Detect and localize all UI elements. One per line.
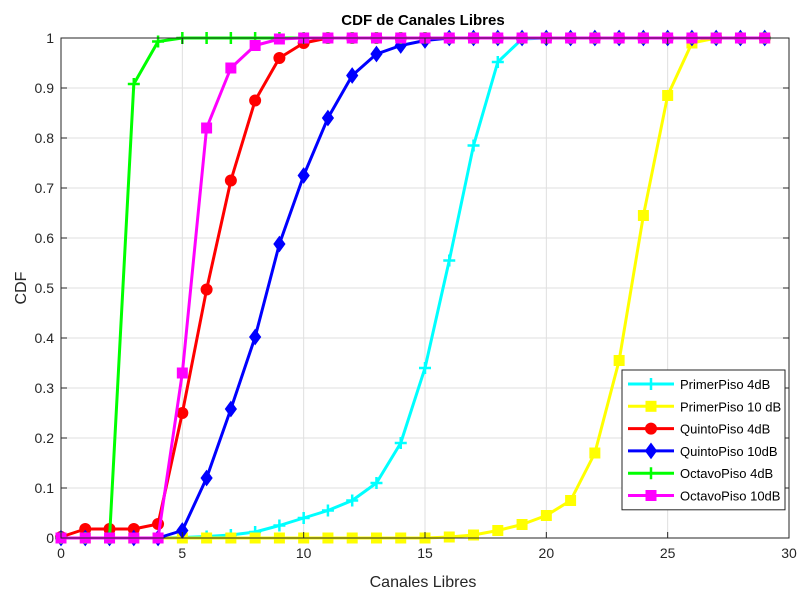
data-point bbox=[200, 469, 213, 487]
y-tick-label: 0.2 bbox=[35, 430, 55, 446]
data-point bbox=[419, 362, 431, 374]
data-point bbox=[443, 531, 455, 543]
data-point bbox=[225, 62, 237, 74]
data-point bbox=[540, 510, 552, 521]
x-tick-label: 5 bbox=[178, 545, 186, 561]
legend-label: QuintoPiso 10dB bbox=[680, 444, 778, 459]
x-tick-label: 0 bbox=[57, 545, 65, 561]
data-point bbox=[467, 139, 480, 152]
data-point bbox=[224, 174, 237, 187]
legend-label: PrimerPiso 10 dB bbox=[680, 399, 781, 414]
data-point bbox=[565, 495, 577, 506]
data-point bbox=[662, 90, 674, 101]
data-point bbox=[273, 519, 286, 532]
data-point bbox=[346, 67, 359, 84]
data-point bbox=[613, 355, 625, 366]
legend-marker bbox=[645, 400, 657, 412]
data-point bbox=[443, 254, 456, 267]
y-tick-label: 0.4 bbox=[35, 330, 55, 346]
data-point bbox=[224, 400, 237, 418]
data-point bbox=[249, 328, 262, 346]
data-point bbox=[394, 437, 407, 449]
data-point bbox=[346, 494, 359, 507]
y-axis-label: CDF bbox=[13, 271, 30, 304]
legend: PrimerPiso 4dB PrimerPiso 10 dB QuintoPiso… bbox=[621, 369, 786, 511]
legend-entry: OctavoPiso 10dB bbox=[628, 489, 780, 504]
chart-title: CDF de Canales Libres bbox=[341, 12, 504, 29]
data-point bbox=[492, 525, 504, 536]
data-point bbox=[468, 529, 480, 541]
y-tick-label: 0.9 bbox=[35, 80, 55, 96]
data-point bbox=[491, 56, 504, 68]
legend-marker bbox=[645, 490, 657, 501]
x-tick-label: 10 bbox=[296, 545, 312, 561]
legend-entry: QuintoPiso 10dB bbox=[628, 442, 778, 460]
y-tick-label: 0.8 bbox=[35, 130, 55, 146]
data-point bbox=[370, 45, 383, 63]
x-axis-label: Canales Libres bbox=[370, 574, 477, 591]
y-tick-label: 0.5 bbox=[35, 280, 55, 296]
x-tick-label: 20 bbox=[539, 545, 555, 561]
data-point bbox=[201, 122, 213, 134]
legend-marker bbox=[644, 442, 658, 460]
data-point bbox=[589, 447, 601, 459]
legend-marker bbox=[645, 378, 657, 390]
data-point bbox=[127, 78, 140, 90]
y-tick-label: 0 bbox=[46, 530, 54, 546]
data-point bbox=[297, 512, 310, 524]
data-point bbox=[273, 33, 285, 45]
x-tick-label: 30 bbox=[781, 545, 797, 561]
y-tick-label: 1 bbox=[46, 30, 54, 46]
legend-entry: QuintoPiso 4dB bbox=[628, 422, 770, 437]
legend-label: QuintoPiso 4dB bbox=[680, 422, 770, 437]
data-point bbox=[273, 235, 286, 253]
legend-box bbox=[621, 369, 786, 511]
data-point bbox=[321, 504, 334, 517]
y-tick-label: 0.7 bbox=[35, 180, 55, 196]
x-tick-label: 15 bbox=[417, 545, 433, 561]
legend-marker bbox=[645, 422, 657, 435]
data-point bbox=[321, 109, 335, 127]
y-axis-ticks: 0 0.1 0.2 0.3 0.4 0.5 0.6 0.7 0.8 0.9 1 bbox=[35, 30, 789, 546]
legend-label: PrimerPiso 4dB bbox=[680, 377, 770, 392]
legend-entry: PrimerPiso 10 dB bbox=[628, 399, 781, 414]
data-point bbox=[516, 519, 528, 530]
data-point bbox=[370, 477, 383, 489]
y-tick-label: 0.6 bbox=[35, 230, 55, 246]
data-point bbox=[637, 210, 649, 221]
legend-entry: PrimerPiso 4dB bbox=[628, 377, 770, 392]
data-point bbox=[200, 283, 213, 296]
data-point bbox=[273, 52, 286, 64]
x-axis-ticks: 0 5 10 15 20 25 30 bbox=[57, 38, 797, 561]
legend-marker bbox=[645, 467, 657, 480]
y-tick-label: 0.1 bbox=[35, 480, 55, 496]
legend-label: OctavoPiso 10dB bbox=[680, 489, 780, 504]
legend-label: OctavoPiso 4dB bbox=[680, 466, 773, 481]
y-tick-label: 0.3 bbox=[35, 380, 55, 396]
data-point bbox=[297, 167, 310, 184]
data-point bbox=[249, 94, 262, 107]
x-tick-label: 25 bbox=[660, 545, 676, 561]
data-point bbox=[249, 40, 261, 51]
legend-entry: OctavoPiso 4dB bbox=[628, 466, 773, 481]
data-point bbox=[176, 367, 188, 379]
